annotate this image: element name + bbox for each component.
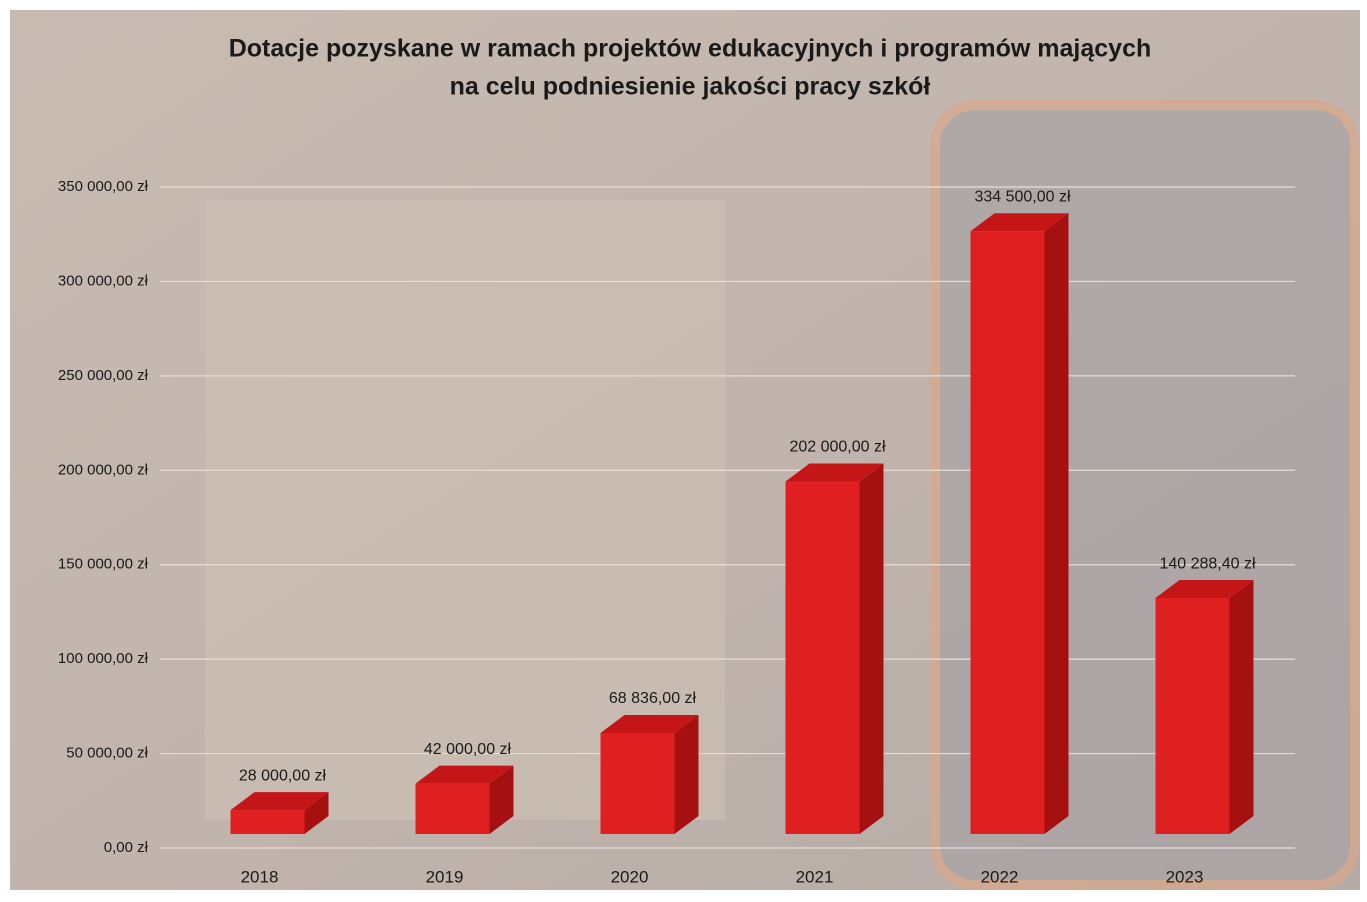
bar (970, 213, 1069, 835)
bar-face (304, 792, 329, 834)
bar-face (230, 810, 305, 834)
x-tick-label: 2018 (241, 867, 279, 886)
y-tick-label: 100 000,00 zł (58, 650, 149, 667)
y-tick-label: 250 000,00 zł (58, 367, 149, 384)
bar-face (1155, 598, 1230, 834)
bar (415, 765, 514, 834)
x-tick-label: 2023 (1166, 867, 1204, 886)
x-tick-label: 2019 (426, 867, 464, 886)
bar-face (859, 463, 884, 834)
x-tick-label: 2021 (796, 867, 834, 886)
bar-face (489, 765, 514, 834)
value-label: 202 000,00 zł (789, 439, 886, 456)
bar-face (970, 213, 1069, 232)
bar-face (674, 714, 699, 834)
bar (230, 792, 329, 834)
value-label: 42 000,00 zł (424, 741, 512, 758)
y-tick-label: 200 000,00 zł (58, 461, 149, 478)
value-label: 28 000,00 zł (239, 767, 327, 784)
bar-face (1229, 580, 1254, 834)
x-tick-label: 2020 (611, 867, 649, 886)
chart-subtitle: na celu podniesienie jakości pracy szkół (450, 73, 931, 101)
y-tick-label: 300 000,00 zł (58, 272, 149, 289)
bar-face (415, 765, 514, 784)
bar-face (1155, 580, 1254, 599)
value-label: 334 500,00 zł (974, 188, 1071, 205)
bar-face (600, 714, 699, 733)
chart-title: Dotacje pozyskane w ramach projektów edu… (229, 35, 1152, 63)
bar (785, 463, 884, 834)
y-tick-label: 350 000,00 zł (58, 178, 149, 195)
bar (600, 714, 699, 834)
bar-face (415, 783, 490, 834)
x-tick-label: 2022 (981, 867, 1019, 886)
bar-face (600, 732, 675, 834)
bar-face (230, 792, 329, 811)
y-tick-label: 50 000,00 zł (66, 745, 148, 762)
bar (1155, 580, 1254, 834)
bar-face (785, 481, 860, 834)
y-tick-label: 0,00 zł (104, 839, 149, 856)
bar-face (785, 463, 884, 482)
value-label: 140 288,40 zł (1159, 555, 1256, 572)
bar-face (970, 231, 1045, 835)
y-tick-label: 150 000,00 zł (58, 556, 149, 573)
value-label: 68 836,00 zł (609, 690, 697, 707)
bar-face (1044, 213, 1069, 835)
